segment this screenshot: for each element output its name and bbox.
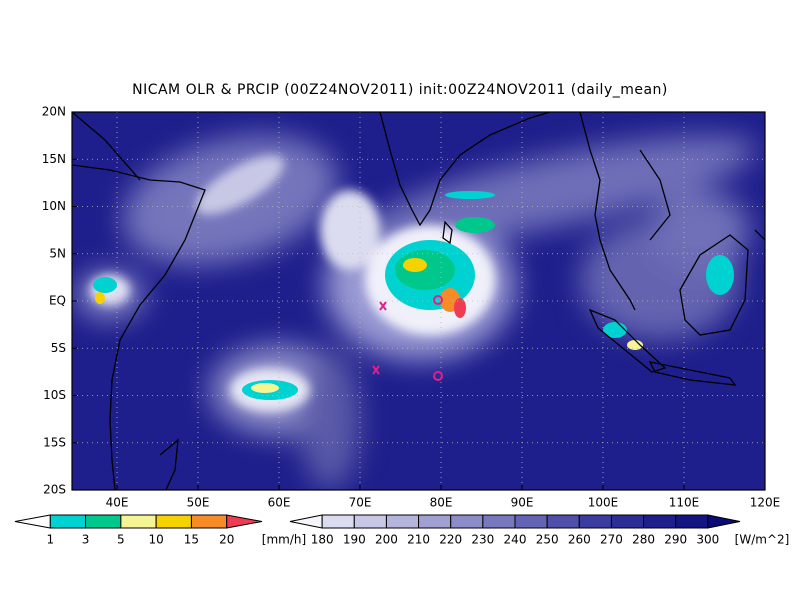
map-shape [433, 295, 443, 305]
colorbar-box [85, 514, 122, 529]
map-shape [320, 190, 380, 270]
lat-label: 15S [43, 435, 66, 449]
colorbar-label: 3 [82, 533, 90, 547]
map-shape [445, 191, 495, 199]
map-shape [679, 234, 749, 336]
map-shape [639, 149, 671, 241]
lon-label: 70E [349, 496, 372, 510]
markers [372, 295, 443, 381]
colorbar-arrow [14, 514, 51, 529]
map-shape [627, 340, 643, 350]
colorbar-label: 270 [600, 533, 623, 547]
map-shape [364, 136, 756, 244]
map-shape [454, 298, 466, 318]
colorbar-box [450, 514, 484, 529]
colorbar-unit: [W/m^2] [735, 533, 790, 547]
colorbar-label: 230 [471, 533, 494, 547]
map-shape [433, 371, 443, 381]
map-shape [442, 220, 453, 245]
colorbar-label: 190 [343, 533, 366, 547]
colorbar-box [120, 514, 157, 529]
colorbar-box [482, 514, 516, 529]
map-title: NICAM OLR & PRCIP (00Z24NOV2011) init:00… [132, 82, 668, 98]
map-shape [251, 383, 279, 393]
map-shape [648, 361, 737, 386]
map-shape [379, 112, 551, 227]
colorbar-label: 300 [696, 533, 719, 547]
colorbar-box [675, 514, 709, 529]
colorbar-box [578, 514, 612, 529]
colorbar-arrow [226, 514, 263, 529]
colorbar-label: 20 [219, 533, 234, 547]
map-shape [754, 229, 765, 241]
colorbar-label: 210 [407, 533, 430, 547]
map-shape [159, 438, 179, 490]
lon-label: 40E [106, 496, 129, 510]
lon-label: 90E [511, 496, 534, 510]
colorbar-box [546, 514, 580, 529]
colorbar-label: 5 [117, 533, 125, 547]
colorbar-box [418, 514, 452, 529]
lon-label: 60E [268, 496, 291, 510]
colorbar-box [190, 514, 228, 529]
coastlines [72, 112, 765, 490]
colorbar-label: 1 [46, 533, 54, 547]
map-shape [95, 292, 105, 304]
map-shape [588, 308, 667, 373]
map-shape [650, 190, 750, 270]
map-shape [93, 277, 117, 293]
colorbar-label: 200 [375, 533, 398, 547]
colorbar-box [610, 514, 645, 529]
colorbar-box [321, 514, 355, 529]
colorbar-label: 240 [504, 533, 527, 547]
lon-label: 100E [588, 496, 619, 510]
colorbar-label: 180 [311, 533, 334, 547]
lat-label: 5N [49, 246, 66, 260]
lon-label: 50E [187, 496, 210, 510]
colorbar-label: 10 [149, 533, 164, 547]
colorbar-label: 260 [568, 533, 591, 547]
lat-label: 10N [42, 199, 66, 213]
lat-label: 5S [51, 341, 66, 355]
colorbar-box [514, 514, 548, 529]
lat-label: 20N [42, 105, 66, 119]
colorbar-box [353, 514, 387, 529]
grid [72, 112, 765, 490]
colorbar-box [385, 514, 420, 529]
map-shape [195, 155, 285, 215]
colorbar-box [643, 514, 677, 529]
lat-label: 15N [42, 152, 66, 166]
precip-cells [93, 191, 734, 400]
map-shape [403, 258, 427, 272]
map [72, 112, 765, 490]
colorbar-label: 280 [632, 533, 655, 547]
lat-label: 10S [43, 388, 66, 402]
lon-label: 80E [430, 496, 453, 510]
map-shape [72, 112, 141, 181]
colorbar-arrow [707, 514, 741, 529]
colorbar-label: 250 [536, 533, 559, 547]
map-shape [706, 255, 734, 295]
colorbar-box [49, 514, 87, 529]
colorbar-unit: [mm/h] [262, 533, 306, 547]
map-shape [579, 112, 636, 311]
lon-label: 120E [750, 496, 781, 510]
map-shape [300, 350, 360, 490]
colorbars: 1 3 5 10 15 20 [mm/h] 180 190 200 210 220 230 240 250 2… [14, 514, 790, 547]
lon-label: 110E [669, 496, 700, 510]
lat-label: EQ [49, 294, 66, 308]
map-shape [379, 301, 387, 311]
colorbar-label: 15 [184, 533, 199, 547]
map-shape [372, 365, 380, 375]
colorbar-label: 290 [664, 533, 687, 547]
colorbar-arrow [289, 514, 323, 529]
map-shape [455, 217, 495, 233]
map-shape [72, 164, 206, 490]
colorbar-box [155, 514, 192, 529]
colorbar-label: 220 [439, 533, 462, 547]
lat-label: 20S [43, 483, 66, 497]
map-shape [395, 250, 455, 290]
